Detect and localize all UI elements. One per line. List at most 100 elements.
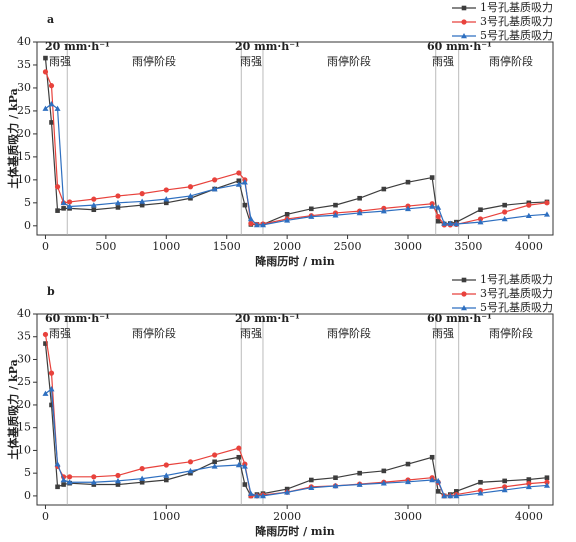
marker: [435, 477, 442, 484]
marker: [49, 402, 54, 408]
marker: [502, 202, 507, 208]
marker: [212, 452, 218, 458]
marker: [435, 204, 442, 210]
marker: [380, 208, 387, 214]
marker: [163, 187, 169, 193]
marker: [241, 463, 248, 469]
marker: [164, 477, 169, 483]
legend-label: 1号孔基质吸力: [480, 273, 553, 286]
marker: [356, 209, 363, 216]
marker: [164, 200, 169, 206]
marker: [333, 202, 338, 208]
marker: [163, 196, 170, 202]
y-axis-label: 土体基质吸力 / kPa: [6, 88, 20, 188]
marker: [242, 202, 248, 208]
marker: [90, 202, 97, 208]
marker: [114, 199, 121, 206]
marker: [259, 221, 266, 228]
annotation: 雨强: [240, 55, 262, 68]
marker: [60, 476, 67, 483]
marker: [66, 203, 73, 209]
marker: [309, 206, 314, 212]
marker: [501, 486, 508, 493]
annotation: 20 mm·h⁻¹: [235, 40, 300, 53]
marker: [253, 492, 260, 499]
marker: [42, 331, 49, 338]
y-tick-label: 30: [17, 352, 31, 365]
panel-label: b: [47, 285, 55, 298]
marker: [236, 178, 242, 184]
marker: [187, 192, 194, 199]
marker: [242, 482, 248, 487]
marker: [139, 466, 145, 472]
marker: [381, 468, 387, 474]
legend-marker: [461, 291, 467, 297]
y-tick-label: 30: [17, 81, 31, 94]
annotation: 20 mm·h⁻¹: [235, 312, 300, 325]
legend-marker: [461, 19, 467, 25]
legend-marker: [461, 33, 467, 39]
marker: [429, 203, 436, 209]
annotation: 雨强: [49, 55, 71, 68]
plot-frame: [36, 41, 554, 236]
y-tick-label: 0: [24, 489, 31, 502]
marker: [404, 205, 411, 212]
marker: [501, 215, 508, 222]
annotation: 雨强: [240, 327, 262, 340]
marker: [163, 462, 169, 468]
marker: [453, 220, 460, 227]
y-tick-label: 40: [17, 35, 31, 48]
annotation: 雨停阶段: [489, 326, 533, 340]
x-tick-label: 0: [42, 240, 49, 253]
legend-label: 5号孔基质吸力: [480, 29, 553, 42]
annotation: 雨强: [49, 327, 71, 340]
marker: [61, 206, 66, 211]
marker: [91, 196, 97, 202]
y-tick-label: 25: [17, 104, 31, 117]
marker: [67, 199, 73, 205]
marker: [543, 211, 550, 217]
y-tick-label: 35: [17, 58, 31, 71]
marker: [139, 202, 145, 208]
marker: [454, 489, 459, 494]
y-tick-label: 40: [17, 307, 31, 320]
marker: [187, 184, 194, 190]
annotation: 20 mm·h⁻¹: [45, 40, 110, 53]
x-axis-label: 降雨历时 / min: [255, 254, 335, 268]
marker: [66, 479, 73, 485]
marker: [405, 461, 411, 467]
marker: [259, 492, 266, 499]
x-tick-label: 1000: [152, 510, 180, 523]
series-line: [44, 58, 547, 226]
marker: [48, 386, 55, 392]
marker: [43, 55, 48, 61]
marker: [332, 482, 339, 489]
marker: [115, 205, 121, 210]
marker: [435, 218, 441, 224]
marker: [115, 482, 121, 487]
marker: [212, 459, 217, 465]
y-tick-label: 15: [17, 421, 31, 434]
marker: [447, 220, 454, 226]
marker: [187, 459, 194, 465]
marker: [42, 69, 49, 75]
marker: [502, 209, 508, 215]
marker: [235, 181, 242, 187]
marker: [477, 490, 484, 496]
marker: [91, 474, 97, 480]
legend-label: 3号孔基质吸力: [480, 15, 553, 28]
marker: [308, 213, 315, 219]
marker: [478, 207, 483, 213]
marker: [525, 483, 532, 490]
marker: [139, 475, 146, 481]
marker: [54, 461, 61, 467]
marker: [139, 479, 145, 485]
series-line: [45, 387, 548, 497]
marker: [114, 477, 121, 484]
marker: [435, 489, 441, 494]
plot-frame: [36, 313, 554, 506]
marker: [543, 482, 550, 488]
marker: [236, 445, 242, 451]
panel-label: a: [47, 13, 54, 26]
marker: [115, 472, 121, 479]
